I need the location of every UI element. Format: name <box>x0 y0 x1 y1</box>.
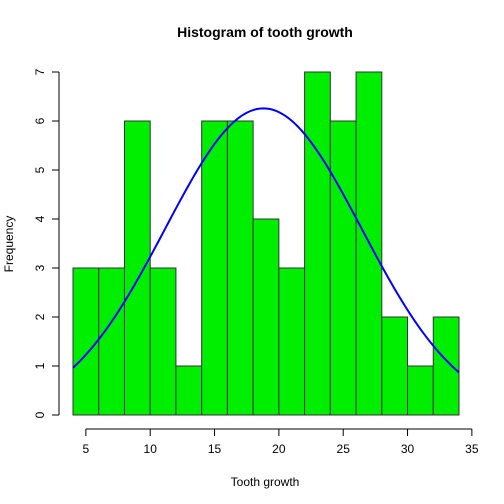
histogram-bar <box>381 316 409 416</box>
x-tick-label: 15 <box>208 442 222 456</box>
x-tick-label: 10 <box>144 442 158 456</box>
histogram-bar <box>123 120 151 416</box>
x-tick-label: 20 <box>272 442 286 456</box>
y-tick-label: 6 <box>33 117 47 124</box>
x-tick-label: 25 <box>337 442 351 456</box>
histogram-bar <box>329 120 357 416</box>
histogram-bar <box>407 365 434 416</box>
histogram-bar <box>175 365 203 416</box>
y-tick-label: 2 <box>33 313 47 320</box>
histogram-bar <box>304 71 331 416</box>
x-axis-label: Tooth growth <box>231 475 300 489</box>
x-tick-label: 30 <box>401 442 415 456</box>
y-tick-label: 0 <box>33 411 47 418</box>
y-tick-label: 7 <box>33 68 47 75</box>
y-tick-label: 3 <box>33 264 47 271</box>
x-tick-label: 5 <box>83 442 90 456</box>
histogram-bar <box>252 218 280 416</box>
y-axis-label: Frequency <box>2 216 16 273</box>
y-tick-label: 4 <box>33 215 47 222</box>
bars-group <box>72 71 460 416</box>
y-tick-label: 1 <box>33 362 47 369</box>
normal-density-curve <box>72 107 460 374</box>
histogram-bar <box>432 316 460 416</box>
chart-title: Histogram of tooth growth <box>177 24 353 40</box>
curve-group <box>72 107 460 374</box>
histogram-bar <box>149 267 177 416</box>
histogram-bar <box>226 120 254 416</box>
histogram-bar <box>72 267 100 416</box>
histogram-bar <box>201 120 228 416</box>
y-axis: 0 1 2 3 4 5 6 7 <box>33 68 60 418</box>
x-axis: 5 10 15 20 25 30 35 <box>83 428 479 456</box>
histogram-bar <box>278 267 306 416</box>
y-tick-label: 5 <box>33 166 47 173</box>
histogram-bar <box>98 267 125 416</box>
x-tick-label: 35 <box>465 442 479 456</box>
